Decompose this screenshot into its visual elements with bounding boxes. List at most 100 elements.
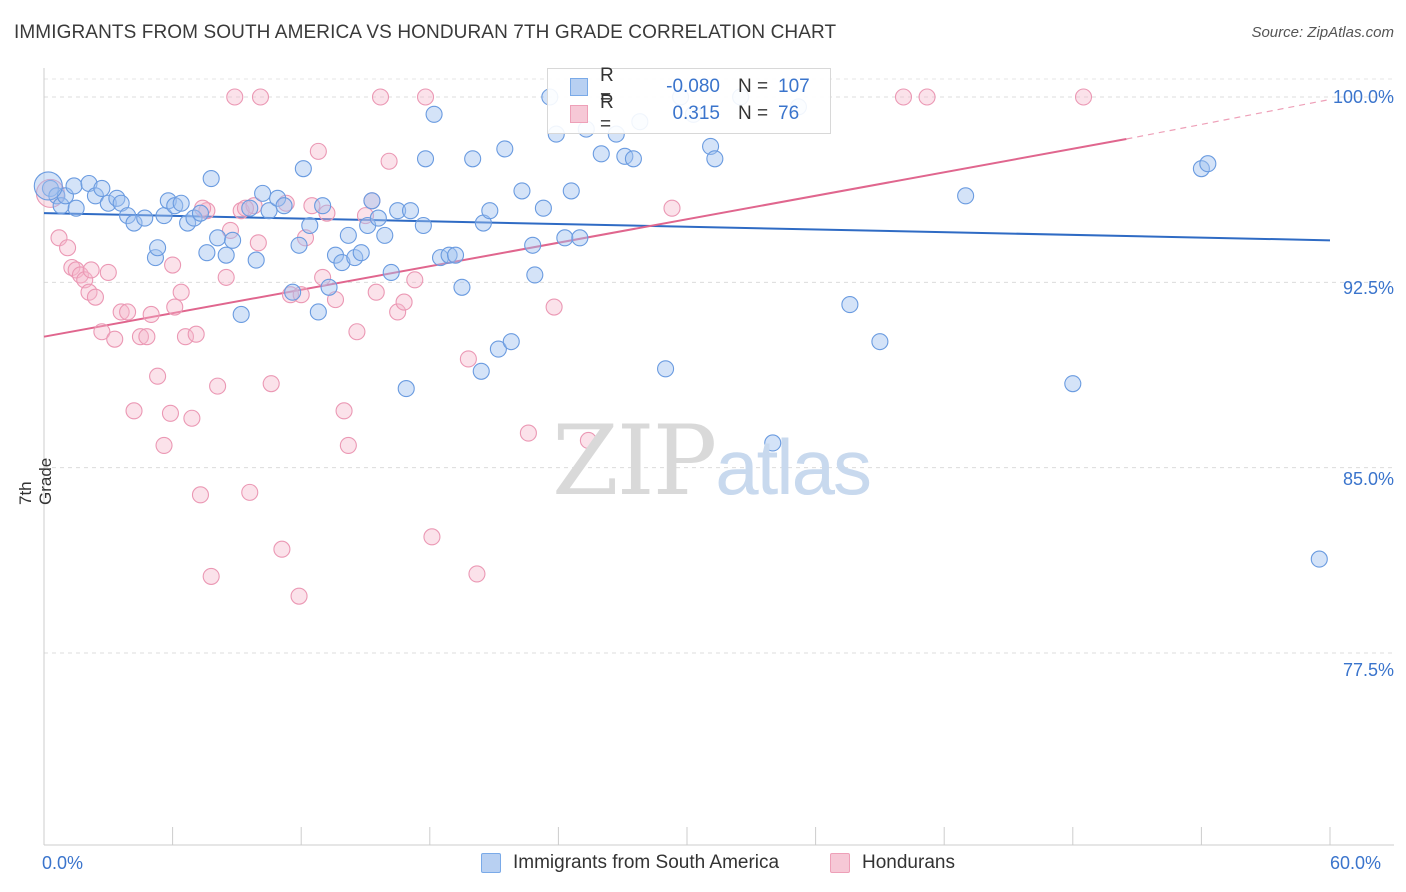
point-south-america (472, 362, 490, 380)
stats-legend-row-pink: R = 0.315 N = 76 (570, 92, 818, 135)
point-south-america (1310, 550, 1328, 568)
point-south-america (513, 182, 531, 200)
point-hondurans (367, 283, 385, 301)
point-south-america (202, 169, 220, 188)
legend-r-value: 0.315 (672, 103, 720, 124)
legend-swatch-pink (570, 105, 588, 123)
point-hondurans (131, 328, 149, 346)
point-south-america (871, 333, 889, 351)
legend-n-label: N = (738, 76, 769, 97)
point-hondurans (138, 328, 156, 346)
legend-swatch-pink (830, 853, 850, 873)
point-south-america (556, 229, 574, 247)
point-hondurans (50, 229, 68, 247)
point-south-america (526, 266, 544, 284)
point-south-america (67, 199, 85, 217)
legend-r-label: R = (600, 92, 614, 135)
point-south-america (706, 150, 724, 168)
y-tick-label: 85.0% (1342, 469, 1394, 489)
y-axis-label: 7th Grade (16, 457, 55, 505)
x-tick-label-min: 0.0% (42, 853, 84, 873)
point-hondurans (339, 436, 357, 454)
point-south-america (275, 197, 293, 215)
point-hondurans (290, 587, 308, 605)
watermark-zip: ZIP (552, 405, 717, 517)
trend-line-south-america (43, 212, 1331, 242)
point-hondurans (106, 330, 124, 348)
point-hondurans (191, 486, 210, 504)
y-tick-label: 77.5% (1342, 660, 1394, 680)
stats-legend: R = -0.080 N = 107 R = 0.315 N = 76 (547, 65, 831, 135)
point-hondurans (545, 298, 563, 316)
point-hondurans (309, 142, 327, 160)
point-south-america (241, 199, 259, 217)
point-hondurans (348, 323, 366, 341)
point-south-america (260, 202, 278, 220)
point-hondurans (155, 436, 173, 454)
point-hondurans (187, 325, 205, 343)
point-hondurans (262, 375, 280, 393)
legend-item-hondurans[interactable]: Hondurans (830, 852, 955, 874)
point-hondurans (125, 402, 143, 420)
point-hondurans (166, 298, 184, 316)
point-south-america (1199, 155, 1217, 173)
point-south-america (191, 204, 210, 222)
point-hondurans (416, 88, 435, 106)
point-hondurans (149, 367, 167, 385)
point-hondurans (209, 377, 227, 395)
point-hondurans (172, 283, 190, 301)
data-points (33, 88, 1328, 605)
point-south-america (440, 246, 458, 264)
point-hondurans (468, 565, 486, 583)
point-hondurans (314, 268, 332, 286)
legend-swatch-blue (570, 78, 588, 96)
point-hondurans (277, 194, 295, 212)
legend-item-south-america[interactable]: Immigrants from South America (481, 852, 779, 874)
point-south-america (33, 171, 63, 201)
point-south-america (425, 105, 443, 123)
point-south-america (657, 360, 675, 378)
point-south-america (172, 194, 190, 212)
point-hondurans (380, 152, 398, 170)
point-hondurans (202, 567, 220, 585)
point-south-america (592, 145, 610, 163)
point-south-america (52, 197, 70, 215)
point-south-america (314, 197, 332, 215)
x-tick-label-max: 60.0% (1330, 853, 1382, 873)
point-south-america (247, 251, 265, 269)
legend-label: Immigrants from South America (513, 852, 780, 873)
point-south-america (369, 209, 387, 227)
point-south-america (401, 202, 420, 220)
point-south-america (93, 179, 111, 197)
point-hondurans (176, 328, 195, 346)
legend-n-value: 76 (778, 103, 800, 124)
point-hondurans (112, 303, 130, 321)
point-south-america (136, 209, 154, 227)
legend-swatch-blue (481, 853, 501, 873)
point-south-america (149, 239, 167, 257)
point-south-america (352, 244, 370, 262)
point-south-america (524, 236, 542, 254)
point-hondurans (918, 88, 936, 106)
trend-lines (43, 98, 1331, 338)
point-hondurans (423, 528, 441, 546)
point-hondurans (663, 199, 681, 217)
point-hondurans (1074, 88, 1093, 106)
point-hondurans (183, 409, 201, 427)
point-south-america (389, 202, 407, 220)
point-south-america (446, 246, 465, 264)
point-hondurans (142, 305, 160, 324)
point-hondurans (389, 303, 407, 321)
point-hondurans (86, 288, 104, 306)
point-south-america (290, 236, 308, 254)
point-south-america (320, 278, 338, 296)
point-hondurans (371, 88, 390, 106)
point-hondurans (82, 261, 100, 279)
chart-title: IMMIGRANTS FROM SOUTH AMERICA VS HONDURA… (14, 22, 837, 43)
point-hondurans (93, 323, 111, 341)
y-tick-label: 92.5% (1342, 278, 1394, 298)
point-south-america (416, 150, 435, 168)
point-hondurans (894, 88, 913, 106)
point-south-america (957, 187, 975, 205)
point-south-america (284, 283, 302, 301)
